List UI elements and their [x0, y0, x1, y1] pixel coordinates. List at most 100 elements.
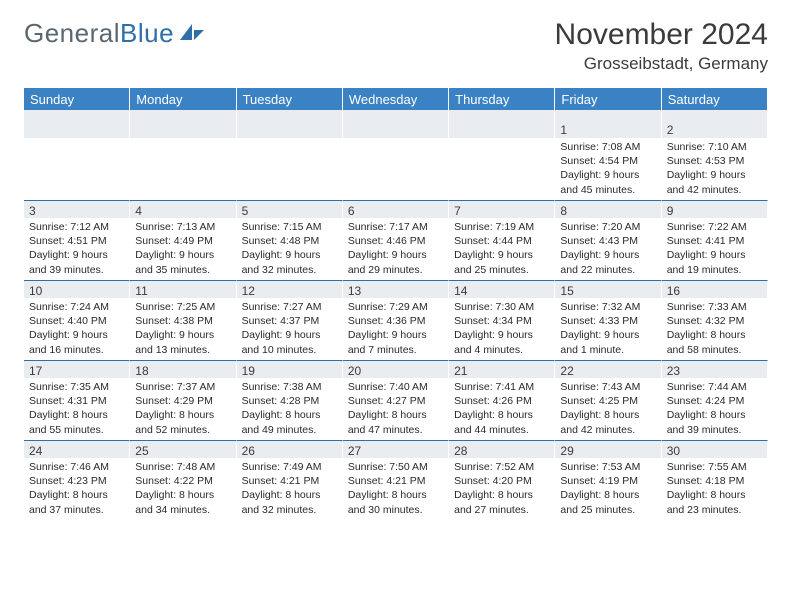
day-number: 13 — [343, 280, 449, 298]
day-number: 11 — [130, 280, 236, 298]
day-number: 17 — [24, 360, 130, 378]
sunrise-text: Sunrise: 7:13 AM — [135, 220, 230, 234]
day-number: 12 — [237, 280, 343, 298]
day-cell: Sunrise: 7:29 AMSunset: 4:36 PMDaylight:… — [343, 298, 449, 360]
day-cell — [24, 138, 130, 200]
day-number — [449, 120, 555, 138]
day-data-row: Sunrise: 7:24 AMSunset: 4:40 PM Daylight:… — [24, 298, 768, 360]
sunset-text: Sunset: 4:53 PM — [667, 154, 762, 168]
weekday-header-row: SundayMondayTuesdayWednesdayThursdayFrid… — [24, 88, 768, 110]
day-number: 30 — [662, 440, 768, 458]
daylight-text: Daylight: 8 hours and 47 minutes. — [348, 408, 443, 436]
sunrise-text: Sunrise: 7:29 AM — [348, 300, 443, 314]
sunrise-text: Sunrise: 7:50 AM — [348, 460, 443, 474]
sunrise-text: Sunrise: 7:55 AM — [667, 460, 762, 474]
day-number: 10 — [24, 280, 130, 298]
sunset-text: Sunset: 4:37 PM — [242, 314, 337, 328]
daynum-row: 17181920212223 — [24, 360, 768, 378]
sunrise-text: Sunrise: 7:33 AM — [667, 300, 762, 314]
day-number: 25 — [130, 440, 236, 458]
day-number: 29 — [555, 440, 661, 458]
day-cell: Sunrise: 7:37 AMSunset: 4:29 PMDaylight:… — [130, 378, 236, 440]
location-label: Grosseibstadt, Germany — [555, 54, 768, 74]
day-cell: Sunrise: 7:40 AMSunset: 4:27 PMDaylight:… — [343, 378, 449, 440]
day-cell: Sunrise: 7:38 AMSunset: 4:28 PMDaylight:… — [237, 378, 343, 440]
day-number: 1 — [555, 120, 661, 138]
sunrise-text: Sunrise: 7:19 AM — [454, 220, 549, 234]
daylight-text: Daylight: 9 hours and 4 minutes. — [454, 328, 549, 356]
day-data-row: Sunrise: 7:35 AMSunset: 4:31 PMDaylight:… — [24, 378, 768, 440]
daylight-text: Daylight: 9 hours and 35 minutes. — [135, 248, 230, 276]
day-number: 16 — [662, 280, 768, 298]
weekday-header: Tuesday — [237, 88, 343, 110]
day-number: 6 — [343, 200, 449, 218]
daylight-text: Daylight: 9 hours and 42 minutes. — [667, 168, 762, 196]
sunset-text: Sunset: 4:38 PM — [135, 314, 230, 328]
day-cell: Sunrise: 7:49 AMSunset: 4:21 PMDaylight:… — [237, 458, 343, 520]
day-number: 26 — [237, 440, 343, 458]
sunset-text: Sunset: 4:46 PM — [348, 234, 443, 248]
sunset-text: Sunset: 4:40 PM — [29, 314, 124, 328]
day-cell: Sunrise: 7:08 AMSunset: 4:54 PMDaylight:… — [555, 138, 661, 200]
brand-part1: General — [24, 18, 120, 49]
day-cell: Sunrise: 7:17 AMSunset: 4:46 PMDaylight:… — [343, 218, 449, 280]
sunset-text: Sunset: 4:19 PM — [560, 474, 655, 488]
sunrise-text: Sunrise: 7:20 AM — [560, 220, 655, 234]
sunrise-text: Sunrise: 7:40 AM — [348, 380, 443, 394]
day-number: 28 — [449, 440, 555, 458]
day-number: 5 — [237, 200, 343, 218]
daylight-text: Daylight: 8 hours and 52 minutes. — [135, 408, 230, 436]
day-cell — [130, 138, 236, 200]
day-cell: Sunrise: 7:43 AMSunset: 4:25 PMDaylight:… — [555, 378, 661, 440]
sail-icon — [178, 22, 206, 42]
sunset-text: Sunset: 4:24 PM — [667, 394, 762, 408]
daylight-text: Daylight: 8 hours and 25 minutes. — [560, 488, 655, 516]
day-number — [237, 120, 343, 138]
day-cell: Sunrise: 7:53 AMSunset: 4:19 PMDaylight:… — [555, 458, 661, 520]
day-cell: Sunrise: 7:19 AMSunset: 4:44 PMDaylight:… — [449, 218, 555, 280]
day-cell: Sunrise: 7:55 AMSunset: 4:18 PMDaylight:… — [662, 458, 768, 520]
weekday-header: Friday — [555, 88, 661, 110]
brand-part2: Blue — [120, 18, 174, 49]
sunrise-text: Sunrise: 7:24 AM — [29, 300, 124, 314]
daylight-text: Daylight: 9 hours and 22 minutes. — [560, 248, 655, 276]
day-number: 3 — [24, 200, 130, 218]
sunrise-text: Sunrise: 7:30 AM — [454, 300, 549, 314]
day-cell: Sunrise: 7:12 AMSunset: 4:51 PMDaylight:… — [24, 218, 130, 280]
sunset-text: Sunset: 4:54 PM — [560, 154, 655, 168]
day-number: 8 — [555, 200, 661, 218]
day-number: 22 — [555, 360, 661, 378]
daylight-text: Daylight: 9 hours and 1 minute. — [560, 328, 655, 356]
sunset-text: Sunset: 4:48 PM — [242, 234, 337, 248]
day-number: 20 — [343, 360, 449, 378]
sunrise-text: Sunrise: 7:48 AM — [135, 460, 230, 474]
sunrise-text: Sunrise: 7:46 AM — [29, 460, 124, 474]
sunrise-text: Sunrise: 7:41 AM — [454, 380, 549, 394]
daylight-text: Daylight: 8 hours and 49 minutes. — [242, 408, 337, 436]
day-cell: Sunrise: 7:50 AMSunset: 4:21 PMDaylight:… — [343, 458, 449, 520]
sunset-text: Sunset: 4:29 PM — [135, 394, 230, 408]
sunset-text: Sunset: 4:33 PM — [560, 314, 655, 328]
sunset-text: Sunset: 4:26 PM — [454, 394, 549, 408]
daylight-text: Daylight: 9 hours and 29 minutes. — [348, 248, 443, 276]
daylight-text: Daylight: 8 hours and 30 minutes. — [348, 488, 443, 516]
sunset-text: Sunset: 4:44 PM — [454, 234, 549, 248]
day-cell: Sunrise: 7:52 AMSunset: 4:20 PMDaylight:… — [449, 458, 555, 520]
sunset-text: Sunset: 4:25 PM — [560, 394, 655, 408]
day-cell: Sunrise: 7:20 AMSunset: 4:43 PMDaylight:… — [555, 218, 661, 280]
day-number: 9 — [662, 200, 768, 218]
spacer-row — [24, 110, 768, 120]
page-header: GeneralBlue November 2024 Grosseibstadt,… — [24, 18, 768, 74]
sunset-text: Sunset: 4:21 PM — [348, 474, 443, 488]
daynum-row: 3456789 — [24, 200, 768, 218]
day-number: 4 — [130, 200, 236, 218]
day-cell — [449, 138, 555, 200]
day-data-row: Sunrise: 7:46 AMSunset: 4:23 PMDaylight:… — [24, 458, 768, 520]
day-number: 19 — [237, 360, 343, 378]
daylight-text: Daylight: 8 hours and 44 minutes. — [454, 408, 549, 436]
day-data-row: Sunrise: 7:12 AMSunset: 4:51 PMDaylight:… — [24, 218, 768, 280]
day-number: 7 — [449, 200, 555, 218]
daylight-text: Daylight: 9 hours and 39 minutes. — [29, 248, 124, 276]
day-data-row: Sunrise: 7:08 AMSunset: 4:54 PMDaylight:… — [24, 138, 768, 200]
daylight-text: Daylight: 8 hours and 23 minutes. — [667, 488, 762, 516]
